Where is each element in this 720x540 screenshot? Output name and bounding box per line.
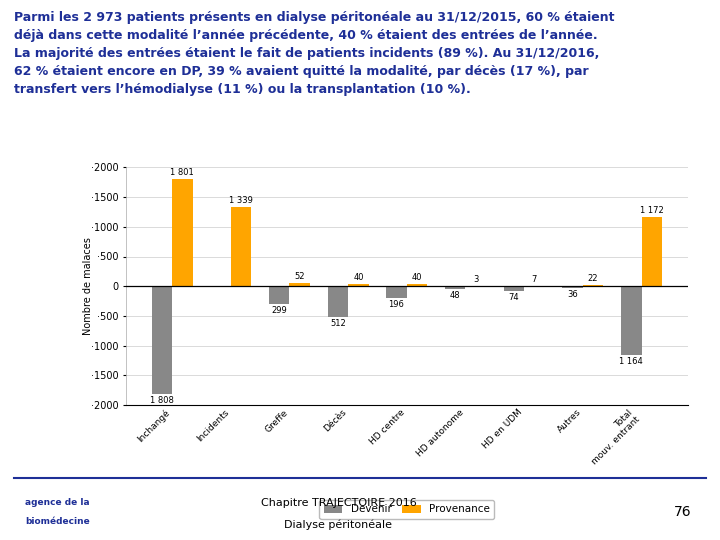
- Text: 1 164: 1 164: [619, 357, 643, 367]
- Bar: [621, 286, 642, 355]
- Text: 3: 3: [473, 275, 479, 284]
- Text: 40: 40: [353, 273, 364, 282]
- Text: Parmi les 2 973 patients présents en dialyse péritonéale au 31/12/2015, 60 % éta: Parmi les 2 973 patients présents en dia…: [14, 11, 615, 96]
- Bar: [230, 207, 251, 286]
- Text: 1 172: 1 172: [640, 206, 664, 214]
- Text: 52: 52: [294, 272, 305, 281]
- Text: 7: 7: [532, 275, 537, 284]
- Text: 299: 299: [271, 306, 287, 315]
- Legend: Devenir, Provenance: Devenir, Provenance: [320, 500, 494, 518]
- Text: 1 801: 1 801: [171, 168, 194, 177]
- Text: 196: 196: [389, 300, 405, 309]
- Text: 22: 22: [588, 274, 598, 283]
- Text: 1 339: 1 339: [229, 195, 253, 205]
- Bar: [328, 286, 348, 316]
- Bar: [642, 217, 662, 286]
- Text: 74: 74: [508, 293, 519, 302]
- Bar: [289, 283, 310, 286]
- Text: 48: 48: [450, 291, 461, 300]
- Bar: [445, 286, 466, 289]
- Bar: [172, 179, 193, 286]
- Text: Dialyse péritonéale: Dialyse péritonéale: [284, 519, 392, 530]
- Bar: [348, 284, 369, 286]
- Bar: [562, 286, 583, 288]
- Text: agence de la: agence de la: [25, 498, 90, 507]
- Bar: [386, 286, 407, 298]
- Bar: [503, 286, 524, 291]
- Bar: [583, 285, 603, 286]
- Text: 1 808: 1 808: [150, 396, 174, 404]
- Bar: [407, 284, 428, 286]
- Text: Chapitre TRAJECTOIRE 2016: Chapitre TRAJECTOIRE 2016: [261, 498, 416, 508]
- Text: 36: 36: [567, 291, 578, 299]
- Text: 76: 76: [674, 505, 691, 519]
- Y-axis label: Nombre de malaces: Nombre de malaces: [83, 237, 93, 335]
- Text: 512: 512: [330, 319, 346, 328]
- Text: biomédecine: biomédecine: [25, 517, 90, 526]
- Text: 40: 40: [412, 273, 423, 282]
- Bar: [269, 286, 289, 304]
- Bar: [151, 286, 172, 394]
